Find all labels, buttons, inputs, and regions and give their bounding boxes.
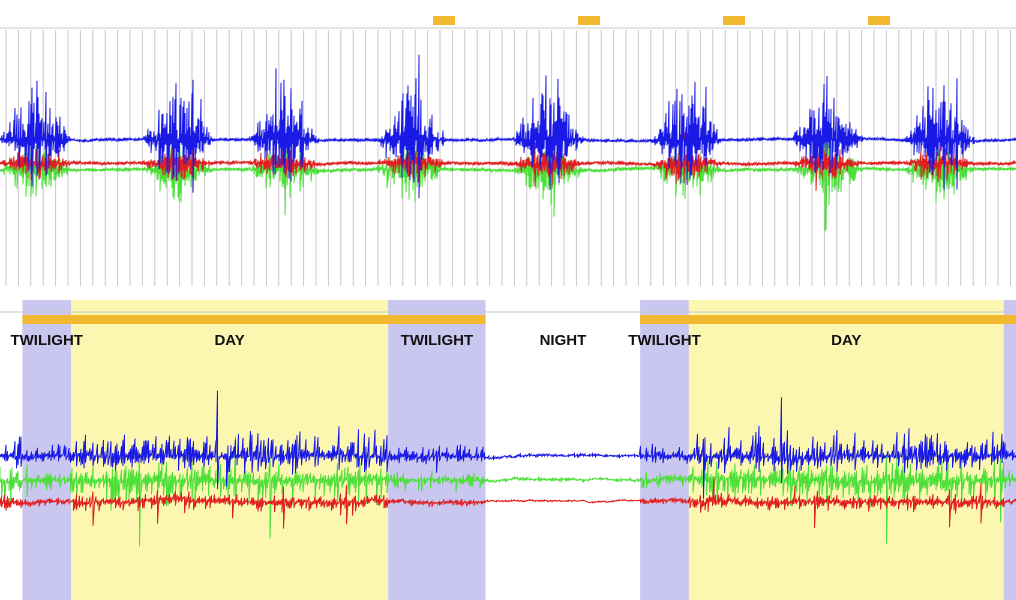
top-series-blue-line: [0, 54, 1016, 199]
period-label-night: NIGHT: [540, 332, 587, 349]
period-label-day: DAY: [214, 332, 244, 349]
bottom-series-red-line: [0, 477, 1016, 529]
period-marker-bar: [71, 315, 389, 324]
period-marker-bar: [388, 315, 486, 324]
bottom-panel: TWILIGHT DAY TWILIGHT NIGHT TWILIGHT DAY: [0, 300, 1016, 600]
period-band-twilight: [1003, 300, 1016, 600]
bottom-series-blue-line: [0, 390, 1016, 499]
period-bands: [22, 300, 1016, 600]
period-band-night: [485, 300, 640, 600]
period-band-twilight: [640, 300, 689, 600]
period-label-twilight: TWILIGHT: [401, 332, 473, 349]
bottom-traces: [0, 390, 1016, 547]
top-traces: [0, 54, 1016, 232]
top-marker-bar: [578, 16, 600, 25]
period-marker-bars: [22, 315, 1016, 324]
top-series-red-line: [0, 132, 1016, 191]
period-band-twilight: [22, 300, 72, 600]
top-gridlines: [5, 30, 1011, 286]
period-label-twilight: TWILIGHT: [628, 332, 700, 349]
period-label-twilight: TWILIGHT: [10, 332, 82, 349]
period-labels: TWILIGHT DAY TWILIGHT NIGHT TWILIGHT DAY: [10, 332, 861, 349]
top-marker-bar: [723, 16, 745, 25]
period-marker-bar: [1003, 315, 1016, 324]
period-marker-bar: [640, 315, 689, 324]
period-label-day: DAY: [831, 332, 861, 349]
top-marker-bar: [868, 16, 890, 25]
top-panel: [0, 16, 1016, 286]
period-marker-bar: [22, 315, 72, 324]
bottom-series-green-line: [0, 436, 1016, 547]
period-marker-bar: [688, 315, 1004, 324]
top-markers: [433, 16, 890, 25]
top-marker-bar: [433, 16, 455, 25]
top-series-green-line: [0, 127, 1016, 232]
